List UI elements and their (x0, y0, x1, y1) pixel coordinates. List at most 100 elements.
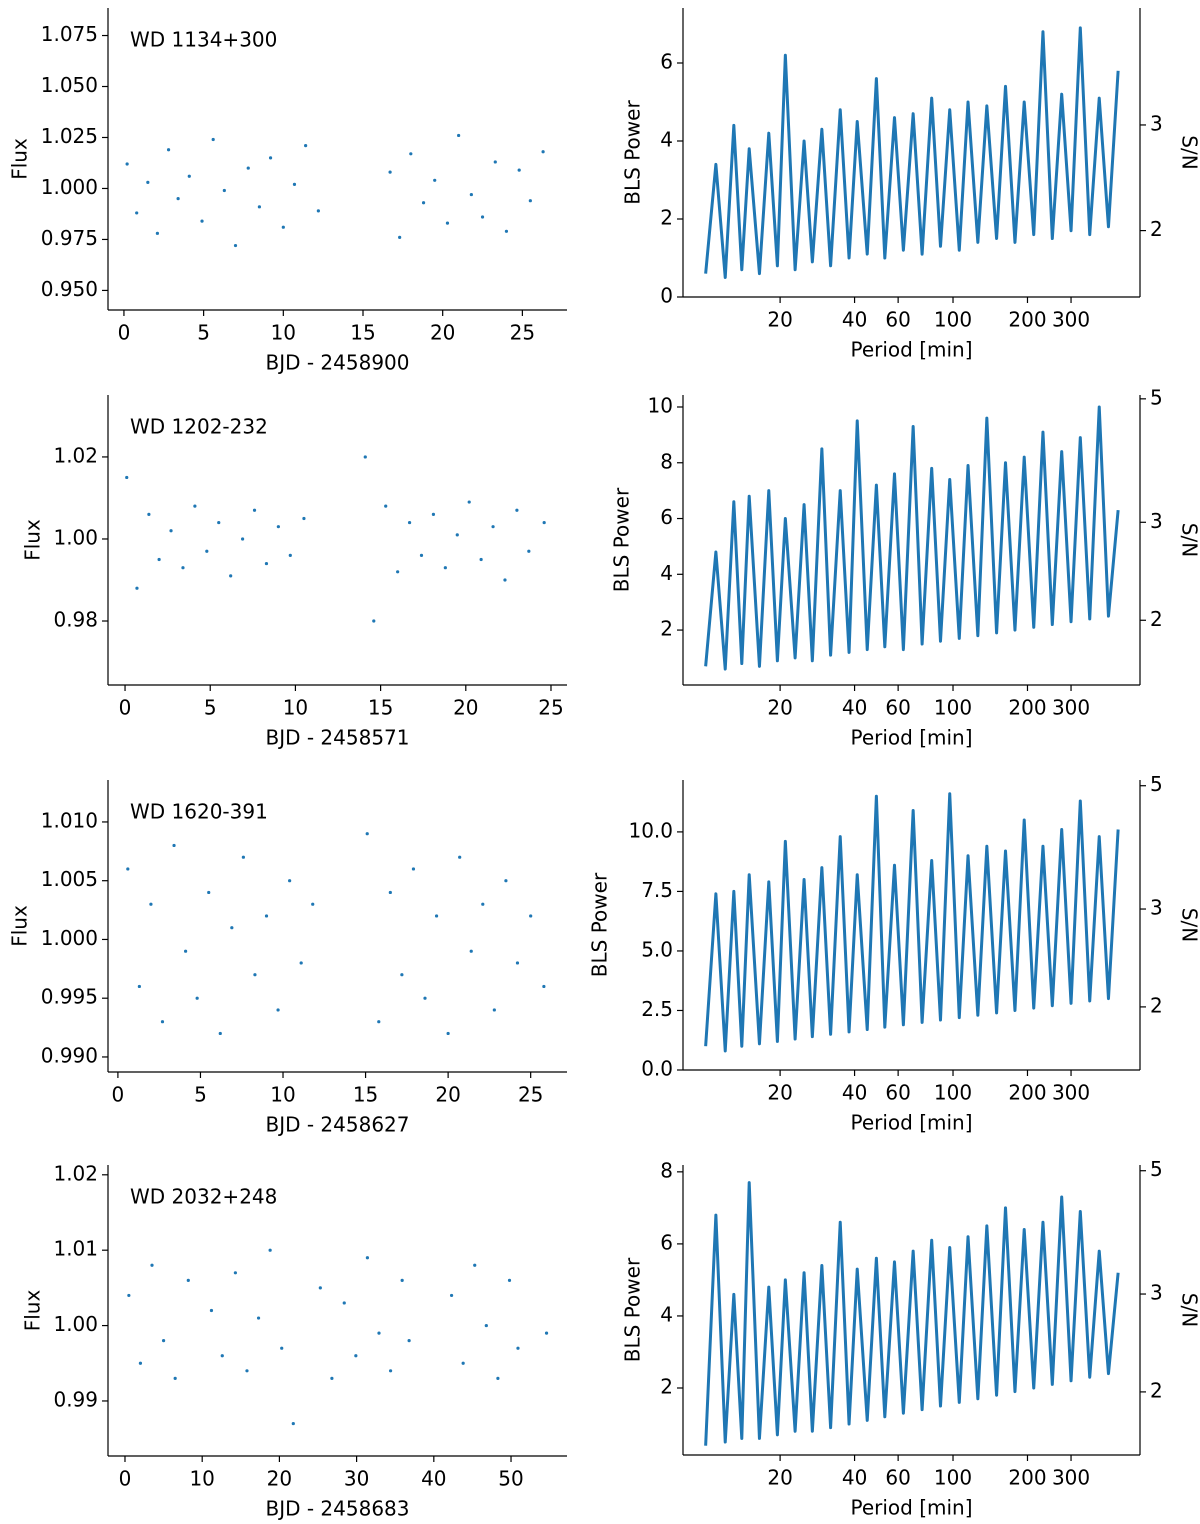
y-tick-label: 0.995 (41, 985, 98, 1009)
data-point (529, 914, 533, 918)
y-axis-label: Flux (21, 519, 45, 561)
y2-axis-label: S/N (1178, 523, 1200, 557)
x-tick-label: 25 (538, 696, 563, 720)
data-point (135, 211, 139, 215)
data-point (240, 537, 245, 541)
x-tick-label: 20 (767, 696, 792, 720)
data-point (542, 520, 546, 525)
data-point (241, 855, 245, 859)
data-point (222, 188, 226, 193)
data-point (354, 1354, 358, 1358)
data-point (388, 170, 392, 174)
x-tick-label: 5 (197, 321, 210, 345)
x-tick-label: 10 (283, 696, 308, 720)
data-point (479, 557, 483, 562)
data-point (484, 1323, 488, 1328)
data-point (150, 1263, 154, 1267)
data-point (299, 961, 303, 965)
data-point (491, 525, 495, 529)
x-tick-label: 100 (934, 696, 972, 720)
data-point (443, 566, 447, 570)
data-point (388, 890, 392, 895)
data-point (161, 1339, 166, 1343)
data-point (504, 879, 508, 883)
y-tick-label: 0.975 (41, 226, 98, 250)
y-tick-label: 6 (660, 49, 673, 73)
x-tick-label: 60 (885, 1466, 910, 1490)
data-point (433, 178, 437, 182)
y-tick-label: 4 (660, 1302, 673, 1326)
data-point (480, 215, 485, 219)
data-point (449, 1293, 454, 1298)
y-tick-label: 5.0 (641, 937, 673, 961)
data-point (218, 1031, 222, 1036)
data-point (377, 1020, 381, 1024)
y-tick-label: 8 (660, 1158, 673, 1182)
x-axis-label: BJD - 2458900 (265, 351, 409, 375)
data-point (146, 180, 150, 184)
x-tick-label: 0 (118, 321, 131, 345)
data-point (398, 235, 402, 240)
x-tick-label: 20 (767, 1081, 792, 1105)
x-tick-label: 0 (112, 1083, 125, 1107)
x-tick-label: 40 (421, 1467, 446, 1491)
y-tick-label: 10.0 (628, 818, 673, 842)
x-tick-label: 40 (842, 1466, 867, 1490)
x-tick-label: 40 (842, 308, 867, 332)
y-axis-label: Flux (21, 1290, 45, 1332)
data-point (292, 182, 297, 186)
data-point (458, 855, 462, 859)
y-tick-label: 1.025 (41, 124, 98, 148)
data-point (288, 553, 292, 557)
data-point (173, 1376, 177, 1380)
y-tick-label: 0 (660, 284, 673, 308)
y-tick-label: 7.5 (641, 878, 673, 902)
x-tick-label: 10 (189, 1467, 214, 1491)
y2-tick-label: 2 (1150, 217, 1163, 241)
data-point (467, 500, 471, 504)
data-point (209, 1308, 214, 1313)
x-tick-label: 10 (270, 1083, 295, 1107)
x-tick-label: 60 (885, 1081, 910, 1105)
periodogram-line (704, 792, 1120, 1053)
y2-tick-label: 3 (1150, 111, 1163, 135)
periodogram-line (704, 26, 1120, 279)
annotation: WD 2032+248 (130, 1185, 277, 1209)
x-axis-label: Period [min] (850, 1496, 972, 1520)
y2-tick-label: 5 (1150, 385, 1163, 409)
data-point (409, 152, 413, 156)
data-point (268, 1248, 272, 1252)
y-tick-label: 2.5 (641, 997, 673, 1021)
y-axis-label: BLS Power (621, 1257, 645, 1362)
data-point (372, 619, 376, 623)
data-point (172, 843, 176, 848)
annotation: WD 1620-391 (130, 800, 268, 824)
y-tick-label: 2 (660, 1374, 673, 1398)
periodogram-line (704, 1181, 1120, 1446)
y-tick-label: 0.950 (41, 277, 98, 301)
data-point (400, 973, 404, 977)
y-tick-label: 1.075 (41, 22, 98, 46)
data-point (217, 520, 221, 525)
data-point (181, 566, 185, 570)
y2-tick-label: 5 (1150, 772, 1163, 796)
data-point (264, 914, 269, 918)
y-axis-label: Flux (8, 905, 32, 947)
data-point (365, 1256, 370, 1260)
data-point (388, 1369, 393, 1373)
data-point (330, 1376, 334, 1380)
data-point (126, 867, 130, 871)
y2-tick-label: 3 (1150, 509, 1163, 533)
data-point (377, 1331, 381, 1335)
x-tick-label: 300 (1052, 696, 1090, 720)
y-tick-label: 0.0 (641, 1057, 673, 1081)
x-tick-label: 5 (204, 696, 217, 720)
data-point (304, 144, 308, 148)
data-point (400, 1278, 404, 1282)
x-axis-label: BJD - 2458683 (265, 1497, 409, 1521)
data-point (186, 1278, 190, 1282)
y2-axis-label: S/N (1178, 908, 1200, 942)
x-tick-label: 20 (453, 696, 478, 720)
